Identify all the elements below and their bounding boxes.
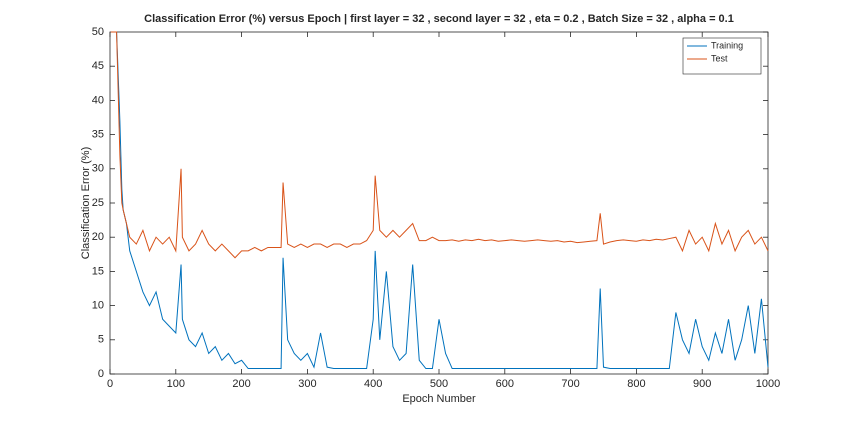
x-tick-label: 100 <box>167 378 185 390</box>
x-tick-label: 600 <box>496 378 514 390</box>
y-tick-label: 0 <box>98 368 104 380</box>
x-tick-label: 200 <box>232 378 250 390</box>
x-tick-label: 900 <box>693 378 711 390</box>
legend-box <box>682 37 762 75</box>
y-axis-label: Classification Error (%) <box>80 147 92 259</box>
y-tick-label: 10 <box>92 300 104 312</box>
x-tick-label: 400 <box>364 378 382 390</box>
x-tick-label: 300 <box>298 378 316 390</box>
x-tick-label: 700 <box>561 378 579 390</box>
y-tick-label: 35 <box>92 129 104 141</box>
y-tick-label: 5 <box>98 334 104 346</box>
x-tick-label: 500 <box>430 378 448 390</box>
data-line <box>110 31 769 259</box>
chart-title: Classification Error (%) versus Epoch | … <box>144 13 734 25</box>
y-tick-label: 45 <box>92 60 104 72</box>
x-axis-label: Epoch Number <box>402 393 476 405</box>
y-tick-label: 15 <box>92 265 104 277</box>
y-tick-label: 20 <box>92 231 104 243</box>
y-tick-label: 30 <box>92 163 104 175</box>
data-line <box>110 31 769 370</box>
y-tick-label: 25 <box>92 197 104 209</box>
y-tick-label: 50 <box>92 26 104 38</box>
legend-label: Test <box>711 53 728 63</box>
y-tick-label: 40 <box>92 94 104 106</box>
legend-label: Training <box>711 40 743 50</box>
x-tick-label: 1000 <box>756 378 780 390</box>
x-tick-label: 800 <box>627 378 645 390</box>
x-tick-label: 0 <box>107 378 113 390</box>
